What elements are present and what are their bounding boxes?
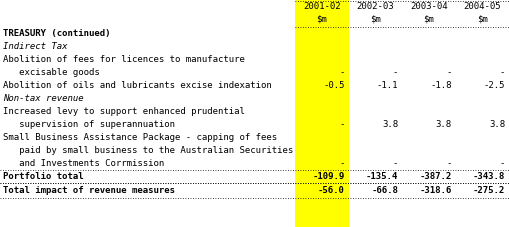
Text: -: - <box>446 68 451 77</box>
Bar <box>0 183 295 198</box>
Text: Indirect Tax: Indirect Tax <box>3 42 68 51</box>
Text: -: - <box>339 120 345 129</box>
Text: 3.8: 3.8 <box>489 120 505 129</box>
Text: Portfolio total: Portfolio total <box>3 172 83 181</box>
Text: -109.9: -109.9 <box>312 172 345 181</box>
Bar <box>0 170 295 183</box>
Text: -343.8: -343.8 <box>473 172 505 181</box>
Text: -: - <box>446 159 451 168</box>
Text: $m: $m <box>370 14 381 23</box>
Text: -: - <box>339 68 345 77</box>
Text: $m: $m <box>423 14 434 23</box>
Text: 3.8: 3.8 <box>435 120 451 129</box>
Text: 2002-03: 2002-03 <box>356 2 394 11</box>
Text: -66.8: -66.8 <box>371 186 398 195</box>
Text: $m: $m <box>477 14 488 23</box>
Text: $m: $m <box>317 14 327 23</box>
Text: -: - <box>500 159 505 168</box>
Text: -: - <box>500 68 505 77</box>
Text: Total impact of revenue measures: Total impact of revenue measures <box>3 186 175 195</box>
Text: 2001-02: 2001-02 <box>303 2 341 11</box>
Text: Abolition of oils and lubricants excise indexation: Abolition of oils and lubricants excise … <box>3 81 272 90</box>
Text: 2004-05: 2004-05 <box>463 2 501 11</box>
Text: -1.1: -1.1 <box>377 81 398 90</box>
Text: -387.2: -387.2 <box>419 172 451 181</box>
Text: -318.6: -318.6 <box>419 186 451 195</box>
Text: 2003-04: 2003-04 <box>410 2 447 11</box>
Text: -2.5: -2.5 <box>484 81 505 90</box>
Text: -: - <box>339 159 345 168</box>
Text: Abolition of fees for licences to manufacture: Abolition of fees for licences to manufa… <box>3 55 245 64</box>
Text: Increased levy to support enhanced prudential: Increased levy to support enhanced prude… <box>3 107 245 116</box>
Text: -: - <box>392 68 398 77</box>
Text: 3.8: 3.8 <box>382 120 398 129</box>
Text: -135.4: -135.4 <box>366 172 398 181</box>
Text: -0.5: -0.5 <box>323 81 345 90</box>
Text: paid by small business to the Australian Securities: paid by small business to the Australian… <box>3 146 293 155</box>
Text: TREASURY (continued): TREASURY (continued) <box>3 29 110 38</box>
Text: -1.8: -1.8 <box>430 81 451 90</box>
Text: and Investments Corrmission: and Investments Corrmission <box>3 159 164 168</box>
Text: -: - <box>392 159 398 168</box>
Text: -56.0: -56.0 <box>318 186 345 195</box>
Bar <box>295 0 349 227</box>
Text: excisable goods: excisable goods <box>3 68 100 77</box>
Text: -275.2: -275.2 <box>473 186 505 195</box>
Text: Small Business Assistance Package - capping of fees: Small Business Assistance Package - capp… <box>3 133 277 142</box>
Text: Non-tax revenue: Non-tax revenue <box>3 94 83 103</box>
Text: supervision of superannuation: supervision of superannuation <box>3 120 175 129</box>
